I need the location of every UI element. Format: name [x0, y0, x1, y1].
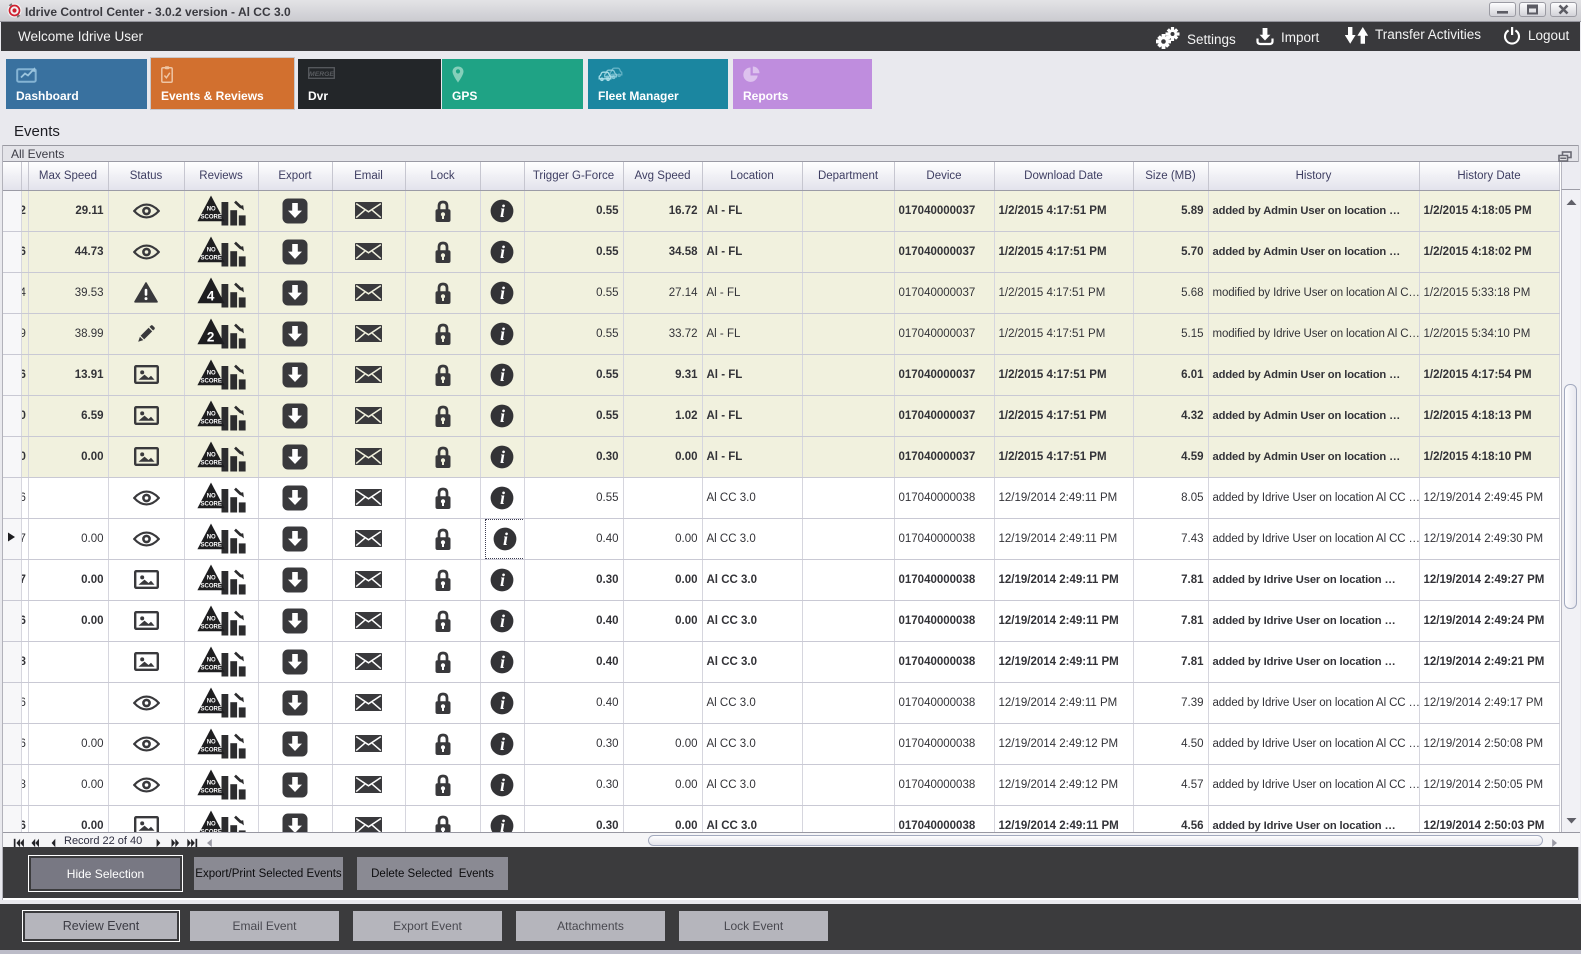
svg-text:NO: NO [206, 207, 215, 213]
svg-text:SCORE: SCORE [200, 460, 221, 466]
svg-text:SCORE: SCORE [200, 542, 221, 548]
svg-text:NO: NO [206, 617, 215, 623]
svg-text:i: i [500, 324, 505, 344]
svg-text:SCORE: SCORE [200, 829, 221, 832]
svg-text:SCORE: SCORE [200, 788, 221, 794]
svg-text:SCORE: SCORE [200, 501, 221, 507]
svg-text:SCORE: SCORE [200, 255, 221, 261]
svg-text:NO: NO [206, 781, 215, 787]
svg-text:NO: NO [206, 453, 215, 459]
svg-text:i: i [502, 529, 507, 549]
svg-text:i: i [500, 447, 505, 467]
svg-text:i: i [500, 283, 505, 303]
svg-text:SCORE: SCORE [200, 214, 221, 220]
svg-text:SCORE: SCORE [200, 583, 221, 589]
svg-text:i: i [500, 406, 505, 426]
svg-text:NO: NO [206, 412, 215, 418]
svg-text:SCORE: SCORE [200, 419, 221, 425]
svg-text:NO: NO [206, 535, 215, 541]
svg-text:NO: NO [206, 658, 215, 664]
svg-text:4: 4 [206, 289, 214, 304]
svg-text:SCORE: SCORE [200, 624, 221, 630]
svg-text:i: i [500, 775, 505, 795]
svg-text:i: i [500, 611, 505, 631]
svg-text:i: i [500, 652, 505, 672]
svg-text:NO: NO [206, 740, 215, 746]
svg-text:i: i [500, 734, 505, 754]
svg-text:SCORE: SCORE [200, 747, 221, 753]
svg-text:NO: NO [206, 494, 215, 500]
svg-text:NO: NO [206, 699, 215, 705]
svg-text:NO: NO [206, 822, 215, 828]
svg-text:NO: NO [206, 576, 215, 582]
svg-text:NO: NO [206, 371, 215, 377]
svg-text:i: i [500, 365, 505, 385]
svg-text:NO: NO [206, 248, 215, 254]
svg-text:SCORE: SCORE [200, 706, 221, 712]
svg-text:i: i [500, 570, 505, 590]
svg-text:MERGE: MERGE [309, 71, 334, 78]
svg-text:i: i [500, 693, 505, 713]
svg-text:2: 2 [206, 330, 214, 345]
svg-text:i: i [500, 488, 505, 508]
svg-text:i: i [500, 201, 505, 221]
svg-text:SCORE: SCORE [200, 378, 221, 384]
svg-text:i: i [500, 242, 505, 262]
svg-text:SCORE: SCORE [200, 665, 221, 671]
svg-text:i: i [500, 816, 505, 832]
